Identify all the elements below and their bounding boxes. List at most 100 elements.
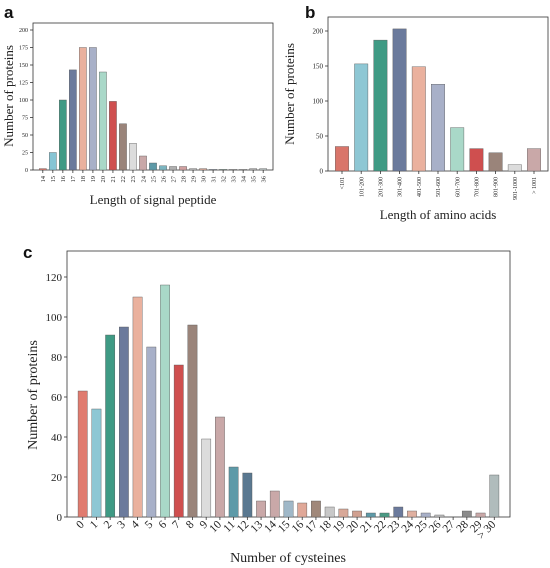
x-tick-label: 1 [88, 518, 101, 531]
bar-a-26 [159, 165, 167, 171]
x-tick-label: 34 [240, 175, 247, 182]
panel-b-x-ticks: <101 101-200 201-300 301-400 401-500 501-600 6… [340, 171, 538, 200]
bar-a-24 [139, 155, 147, 171]
bar-b-_1001 [527, 148, 541, 172]
x-tick-label: 29 [190, 176, 197, 183]
panel-b-x-axis-label: Length of amino acids [380, 207, 497, 222]
panel-b-bars [335, 28, 541, 172]
x-tick-label: <101 [340, 177, 346, 189]
x-tick-label: 14 [40, 175, 47, 182]
y-tick-label: 50 [22, 133, 28, 139]
x-tick-label: 8 [184, 518, 197, 531]
y-tick-label: 75 [22, 116, 28, 122]
bar-a-33 [229, 169, 237, 171]
x-tick-label: 18 [80, 176, 87, 183]
y-tick-label: 100 [313, 97, 324, 105]
x-tick-label: 601-700 [455, 177, 461, 197]
y-tick-label: 25 [22, 151, 28, 157]
bar-a-35 [249, 168, 257, 171]
y-tick-label: 200 [19, 28, 28, 34]
x-tick-label: 23 [130, 176, 137, 183]
bar-a-17 [69, 69, 77, 171]
panel-a-x-axis-label: Length of signal peptide [90, 192, 217, 207]
y-tick-label: 40 [51, 432, 63, 444]
bar-c-11 [228, 466, 239, 518]
panel-c-y-ticks: 0 20 40 60 80 100 120 [46, 272, 67, 524]
panel-letter-a: a [4, 3, 14, 22]
x-tick-label: 901-1000 [513, 177, 519, 200]
bar-c-14 [269, 490, 280, 518]
bar-c-9 [201, 438, 212, 518]
y-tick-label: 0 [25, 168, 28, 174]
panel-a-y-axis-label: Number of proteins [1, 45, 16, 147]
bar-a-30 [199, 168, 207, 171]
bar-b-201_300 [373, 39, 388, 172]
y-tick-label: 50 [316, 132, 324, 140]
bar-c-2 [105, 334, 116, 518]
x-tick-label: 19 [90, 176, 97, 183]
x-tick-label: 801-900 [494, 177, 500, 197]
x-tick-label: 3 [115, 518, 128, 531]
bar-a-36 [259, 168, 267, 171]
x-tick-label: 35 [250, 176, 257, 183]
bar-a-28 [179, 166, 187, 171]
x-tick-label: 17 [70, 175, 77, 182]
bar-b-701_800 [469, 148, 484, 172]
bar-c-5 [146, 346, 157, 518]
bar-c-29 [475, 512, 486, 518]
x-tick-label: 26 [160, 175, 167, 182]
y-tick-label: 150 [313, 62, 324, 70]
x-tick-label: 21 [110, 176, 117, 183]
bar-a-16 [59, 99, 67, 171]
bar-a-25 [149, 162, 157, 171]
x-tick-label: 20 [100, 176, 107, 183]
bar-b-601_700 [450, 127, 465, 172]
bar-c-12 [242, 472, 253, 518]
x-tick-label: > 1001 [532, 177, 538, 194]
y-tick-label: 0 [320, 167, 324, 175]
panel-b-y-axis-label: Number of proteins [282, 43, 297, 145]
bar-c-13 [256, 500, 266, 518]
panel-a-bars [39, 47, 267, 171]
x-tick-label: 701-800 [475, 177, 481, 197]
y-tick-label: 0 [57, 512, 63, 524]
bar-c-7 [173, 364, 184, 518]
bar-c-6 [160, 284, 170, 518]
y-tick-label: 100 [46, 312, 63, 324]
x-tick-label: 2 [102, 518, 115, 531]
panel-letter-b: b [305, 3, 315, 22]
panel-c-x-axis-label: Number of cysteines [230, 551, 346, 566]
x-tick-label: 201-300 [379, 177, 385, 197]
x-tick-label: 4 [129, 518, 142, 531]
y-tick-label: 175 [19, 46, 28, 52]
bar-a-22 [119, 123, 127, 171]
panel-b: b 0 50 100 150 200 <101 101-200 201-300 301-400… [282, 3, 549, 222]
bar-a-32 [219, 169, 227, 171]
bar-c-4 [132, 296, 143, 518]
x-tick-label: 30 [200, 176, 207, 183]
bar-a-23 [129, 143, 137, 171]
x-tick-label: 24 [140, 175, 147, 182]
x-tick-label: 31 [210, 176, 217, 183]
x-tick-label: 27 [170, 175, 177, 182]
x-tick-label: 33 [230, 176, 237, 183]
y-tick-label: 100 [19, 98, 28, 104]
x-tick-label: 5 [143, 518, 156, 531]
bar-c-3 [119, 326, 129, 518]
bar-b-101_200 [354, 63, 369, 172]
panel-c-bars [77, 284, 500, 518]
panel-c-x-ticks: 0 1 2 3 4 5 6 7 8 9101112131415161718192021222324… [74, 517, 499, 542]
bar-a-31 [209, 169, 217, 171]
bar-b-_101 [335, 146, 349, 172]
bar-a-15 [49, 152, 57, 171]
bar-c-20 [352, 510, 362, 518]
x-tick-label: 501-600 [436, 177, 442, 197]
y-tick-label: 125 [19, 81, 28, 87]
y-tick-label: 150 [19, 63, 28, 69]
x-tick-label: 401-500 [417, 177, 423, 197]
x-tick-label: 7 [170, 518, 183, 531]
panel-a-y-ticks: 0 25 50 75 100 125 150 175 200 [19, 28, 33, 174]
x-tick-label: 15 [50, 176, 57, 183]
